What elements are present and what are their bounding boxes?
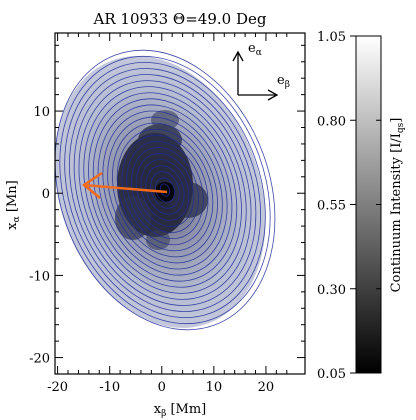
umbra bbox=[115, 110, 208, 250]
x-axis-label: xβ [Mm] bbox=[154, 402, 206, 419]
e-alpha-label: eα bbox=[248, 41, 262, 58]
colorbar-tick-label: 0.55 bbox=[317, 199, 346, 214]
contour-ring bbox=[150, 171, 180, 209]
x-tick-label: -20 bbox=[47, 380, 68, 395]
x-tick-label: 10 bbox=[206, 380, 223, 395]
y-tick-label: -10 bbox=[29, 269, 50, 284]
contour-ring bbox=[73, 74, 257, 306]
plot-frame bbox=[54, 32, 306, 375]
x-axis-ticks: -20 -10 0 10 20 bbox=[47, 33, 288, 395]
x-tick-label: -10 bbox=[99, 380, 120, 395]
contour-ring bbox=[78, 80, 252, 300]
contour-ring bbox=[68, 68, 262, 312]
y-tick-label: 10 bbox=[33, 105, 50, 120]
y-tick-label: 0 bbox=[42, 187, 50, 202]
contour-ring bbox=[121, 134, 209, 246]
contour-ring bbox=[112, 122, 218, 258]
contour-ring bbox=[88, 92, 242, 288]
y-axis-ticks: -20 -10 0 10 bbox=[29, 44, 305, 375]
contour-ring bbox=[102, 110, 228, 270]
contour-ring bbox=[83, 86, 247, 294]
colorbar-tick-label: 0.30 bbox=[317, 283, 346, 298]
direction-arrow bbox=[81, 171, 168, 199]
colorbar-label: Continuum Intensity [I/Iqs] bbox=[389, 118, 406, 293]
colorbar-ticks: 1.05 0.80 0.55 0.30 0.05 bbox=[317, 30, 381, 382]
x-tick-label: 0 bbox=[158, 380, 166, 395]
contour-ring bbox=[145, 165, 185, 215]
contour-ring bbox=[92, 98, 238, 282]
colorbar-tick-label: 0.80 bbox=[317, 114, 346, 129]
y-axis-label: xα [Mn] bbox=[5, 180, 22, 229]
x-tick-label: 20 bbox=[258, 380, 275, 395]
figure-title: AR 10933 Θ=49.0 Deg bbox=[93, 10, 267, 28]
contour-ring bbox=[107, 116, 223, 264]
y-tick-label: -20 bbox=[29, 352, 50, 367]
contour-ring bbox=[135, 153, 195, 227]
e-beta-label: eβ bbox=[277, 73, 290, 90]
contour-ring bbox=[97, 104, 233, 276]
contour-rings bbox=[55, 49, 276, 331]
contour-ring bbox=[64, 61, 266, 319]
basis-vectors bbox=[232, 50, 279, 101]
contour-ring bbox=[55, 49, 276, 331]
plot-area bbox=[55, 49, 276, 331]
colorbar-tick-label: 1.05 bbox=[317, 30, 346, 45]
contour-ring bbox=[140, 159, 190, 221]
contour-ring bbox=[131, 147, 199, 233]
contour-ring bbox=[59, 55, 271, 325]
contour-ring bbox=[116, 128, 214, 252]
contour-ring bbox=[126, 140, 204, 240]
contour-ring bbox=[155, 177, 175, 203]
colorbar-tick-label: 0.05 bbox=[317, 367, 346, 382]
